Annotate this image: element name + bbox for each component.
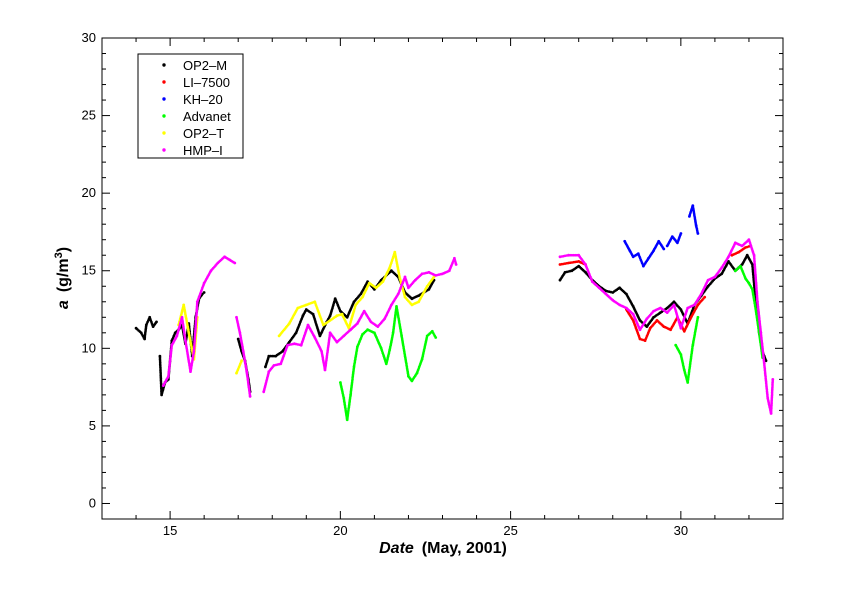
legend-marker xyxy=(162,97,166,101)
y-tick-label: 30 xyxy=(82,30,96,45)
data-point xyxy=(155,320,158,324)
series-HMP–I xyxy=(161,238,775,415)
y-tick-label: 15 xyxy=(82,263,96,278)
legend-marker xyxy=(162,80,166,84)
data-point xyxy=(269,354,272,358)
y-tick-label: 25 xyxy=(82,108,96,123)
legend: OP2–M LI–7500 KH–20 Advanet OP2–T HMP–I xyxy=(137,53,244,159)
series-KH–20 xyxy=(623,204,700,268)
x-tick-label: 30 xyxy=(674,523,688,538)
y-axis-label-units: (g/m xyxy=(55,258,72,292)
axes: 0 5 10 15 20 25 30 15 20 25 30 xyxy=(82,30,784,538)
y-tick-label: 5 xyxy=(89,418,96,433)
x-axis-label: Date (May, 2001) xyxy=(379,540,507,557)
legend-box xyxy=(137,53,244,159)
legend-marker xyxy=(162,148,166,152)
data-point xyxy=(696,315,700,319)
legend-label: OP2–M xyxy=(183,58,227,73)
data-point xyxy=(696,232,700,235)
x-axis-label-main: Date xyxy=(379,540,414,557)
legend-marker xyxy=(162,63,166,67)
legend-label: Advanet xyxy=(183,109,231,124)
data-point xyxy=(233,261,237,265)
x-tick-label: 20 xyxy=(333,523,347,538)
y-axis-label-superscript: 3 xyxy=(53,252,65,258)
data-point xyxy=(434,336,438,339)
y-tick-label: 20 xyxy=(82,185,96,200)
x-tick-label: 25 xyxy=(503,523,517,538)
legend-marker xyxy=(162,131,166,135)
legend-label: LI–7500 xyxy=(183,75,230,90)
legend-label: KH–20 xyxy=(183,92,223,107)
legend-marker xyxy=(162,114,166,118)
data-point xyxy=(202,291,206,294)
data-point xyxy=(679,232,683,235)
x-tick-label: 15 xyxy=(163,523,177,538)
data-point xyxy=(240,359,244,363)
data-point xyxy=(771,378,775,381)
legend-label: HMP–I xyxy=(183,143,223,158)
y-axis-label-close: ) xyxy=(55,247,72,252)
data-point xyxy=(454,263,458,266)
series-Advanet xyxy=(339,264,764,422)
series-LI–7500 xyxy=(558,244,753,342)
x-axis-label-units: (May, 2001) xyxy=(422,540,507,557)
data-point xyxy=(662,247,666,251)
data-point xyxy=(248,395,252,398)
data-marks xyxy=(134,204,775,422)
legend-label: OP2–T xyxy=(183,126,224,141)
y-axis-label-main: a xyxy=(55,300,72,309)
y-tick-label: 0 xyxy=(89,495,96,510)
y-axis-label: a (g/m3) xyxy=(53,247,72,309)
data-point xyxy=(703,295,707,299)
y-tick-label: 10 xyxy=(82,340,96,355)
data-point xyxy=(764,359,768,363)
